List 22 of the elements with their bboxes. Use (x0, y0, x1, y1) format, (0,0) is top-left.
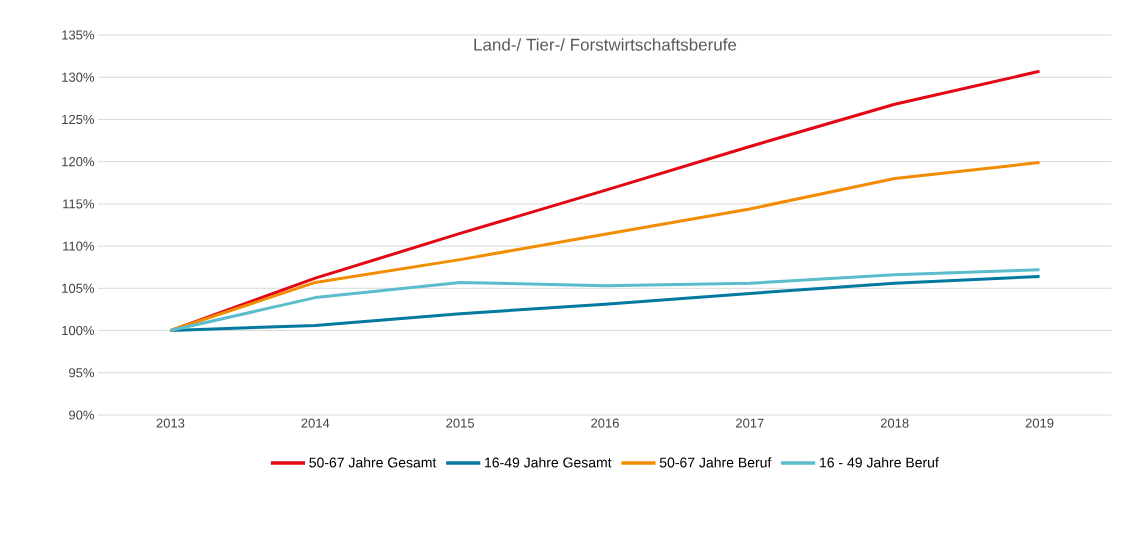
legend-label: 50-67 Jahre Beruf (659, 457, 772, 468)
y-tick-label: 125% (62, 114, 95, 125)
y-tick-label: 95% (69, 368, 95, 378)
chart-title: Land-/ Tier-/ Forstwirtschaftsberufe (474, 38, 737, 51)
y-tick-label: 135% (62, 30, 95, 40)
x-tick-label: 2018 (880, 418, 909, 428)
x-tick-label: 2015 (446, 418, 475, 428)
y-tick-label: 90% (69, 410, 95, 420)
y-tick-label: 110% (63, 241, 95, 251)
y-tick-label: 130% (62, 72, 95, 82)
legend-label: 16-49 Jahre Gesamt (485, 457, 612, 468)
legend-label: 50-67 Jahre Gesamt (309, 457, 437, 468)
x-tick-label: 2013 (156, 418, 185, 428)
legend-label: 16 - 49 Jahre Beruf (820, 457, 939, 468)
x-tick-label: 2019 (1025, 418, 1054, 428)
y-tick-label: 105% (62, 283, 95, 293)
y-tick-label: 100% (62, 325, 95, 336)
y-tick-label: 120% (62, 157, 95, 167)
x-tick-label: 2014 (301, 418, 330, 428)
y-tick-label: 115% (63, 199, 95, 209)
x-tick-label: 2017 (736, 418, 764, 428)
x-tick-label: 2016 (591, 418, 619, 428)
